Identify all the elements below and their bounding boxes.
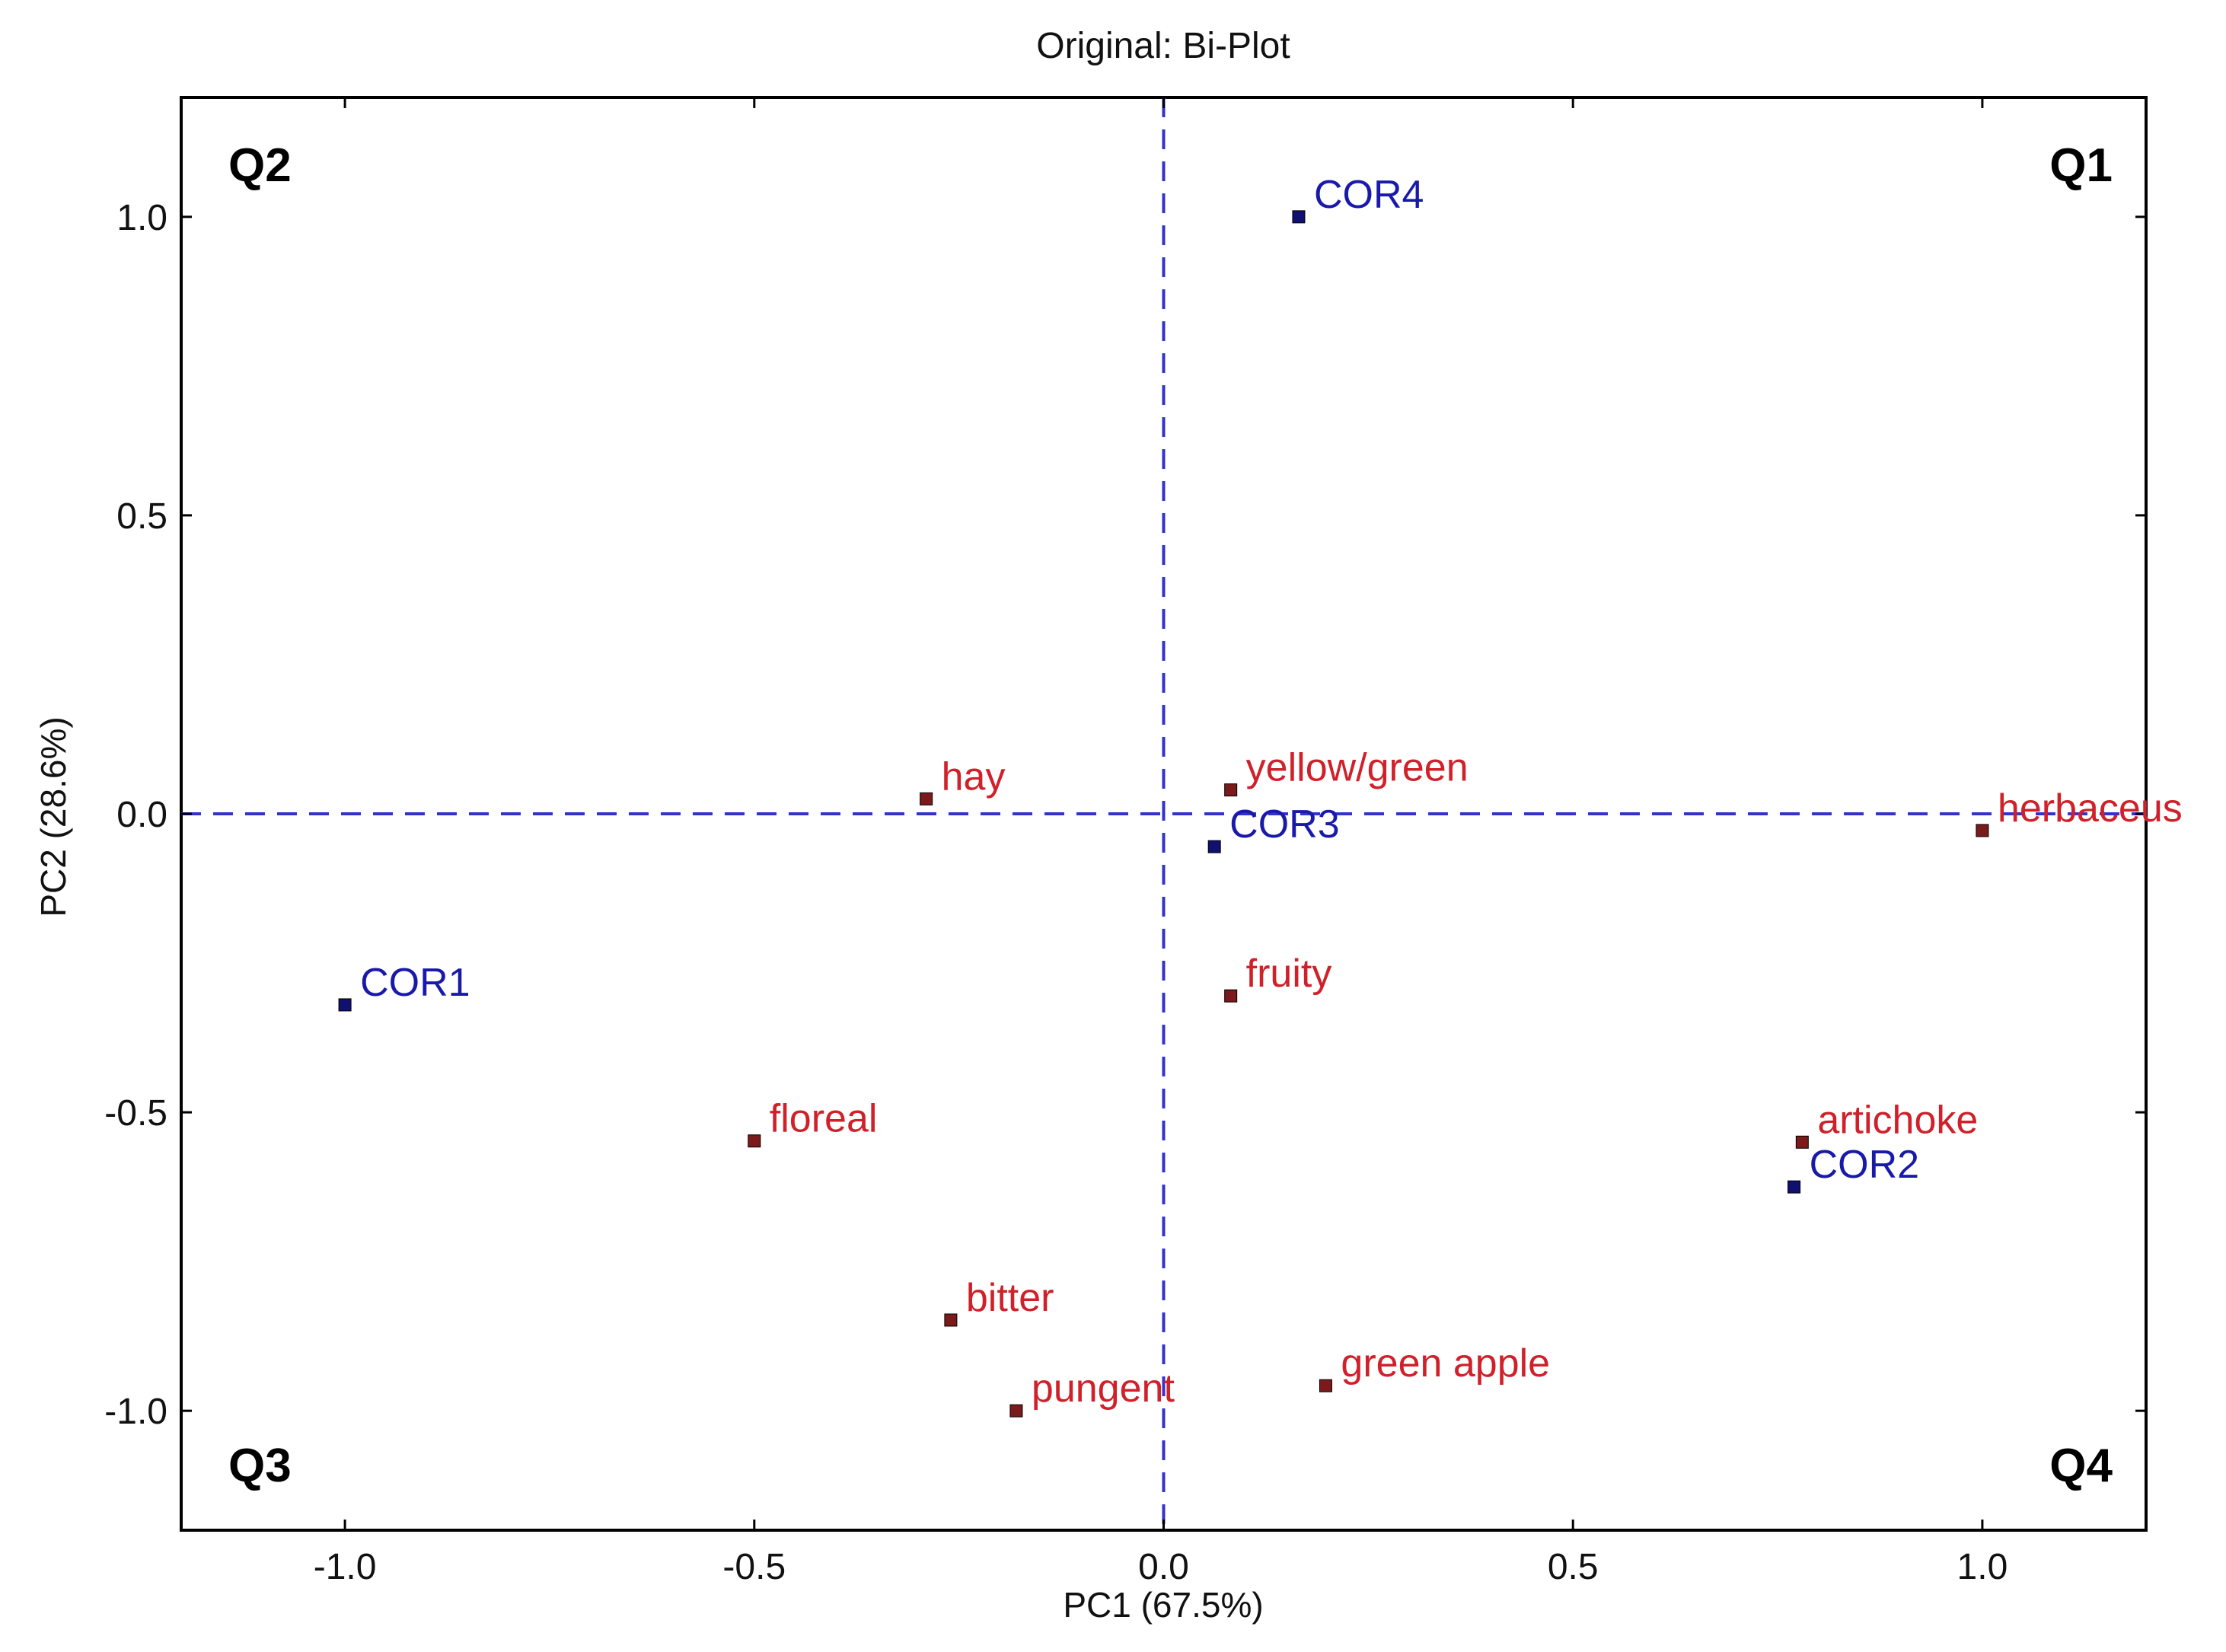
point-label: green apple [1341,1341,1550,1386]
y-tick-label: -0.5 [104,1093,167,1134]
point-marker [1787,1180,1801,1194]
point-label: COR1 [360,961,470,1005]
x-tick-label: 1.0 [1957,1547,2008,1587]
point-marker [1976,824,1989,837]
x-axis-label: PC1 (67.5%) [1063,1585,1263,1625]
point-marker [1224,989,1238,1003]
point-marker [1009,1404,1023,1418]
point-marker [748,1134,761,1148]
point-label: COR2 [1810,1143,1919,1187]
point-label: pungent [1032,1367,1175,1411]
point-label: bitter [966,1276,1054,1320]
point-label: hay [942,754,1006,799]
y-tick-label: 0.0 [116,795,167,835]
x-tick-label: -1.0 [314,1547,377,1587]
point-label: herbaceus [1998,786,2183,831]
y-tick-label: 1.0 [116,198,167,238]
y-tick-label: -1.0 [104,1392,167,1432]
point-label: COR3 [1229,802,1339,847]
point-label: COR4 [1314,173,1424,217]
point-label: yellow/green [1246,746,1469,790]
point-label: floreal [770,1097,878,1141]
point-label: artichoke [1817,1098,1978,1142]
quadrant-label-q2: Q2 [228,139,292,192]
quadrant-label-q1: Q1 [2049,139,2113,192]
y-tick-label: 0.5 [116,496,167,537]
point-marker [1319,1379,1332,1392]
quadrant-label-q4: Q4 [2049,1440,2113,1492]
x-tick-label: -0.5 [722,1547,786,1587]
y-axis-label: PC2 (28.6%) [33,716,73,917]
point-label: fruity [1246,952,1332,996]
point-marker [1224,783,1238,797]
point-marker [944,1313,958,1327]
point-marker [1795,1135,1809,1149]
point-marker [1207,840,1221,853]
quadrant-label-q3: Q3 [228,1440,292,1492]
chart-title: Original: Bi-Plot [1036,26,1290,66]
x-tick-label: 0.5 [1548,1547,1599,1587]
point-marker [920,792,933,805]
point-marker [1292,210,1306,224]
x-tick-label: 0.0 [1138,1547,1189,1587]
plot-area: -1.0 -0.5 0.0 0.5 1.0 -1.0 -0.5 0.0 0.5 1.0 Q1 Q2 Q3… [104,96,2183,1587]
point-marker [338,998,352,1012]
